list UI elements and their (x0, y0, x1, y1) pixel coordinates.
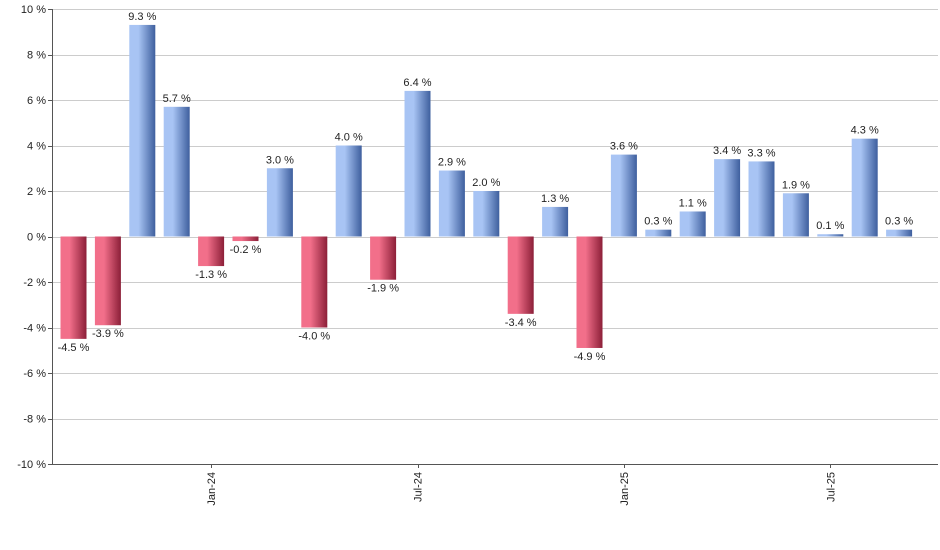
bar-negative (198, 236, 225, 267)
bar-value-label: -1.3 % (195, 269, 227, 281)
bar-positive (473, 191, 500, 237)
bar-value-label: 3.6 % (610, 141, 638, 153)
axes (52, 9, 938, 465)
bar-positive (404, 90, 431, 237)
x-tick-label: Jul-24 (413, 472, 425, 502)
bar-negative (576, 236, 603, 348)
y-tick-label: -8 % (23, 414, 46, 426)
y-tick-label: 10 % (21, 4, 46, 16)
bar-positive (886, 229, 913, 237)
bar-positive (817, 234, 844, 237)
y-tick-label: 4 % (27, 141, 46, 153)
bar-positive (714, 159, 741, 237)
bar-positive (129, 24, 156, 237)
bar-positive (163, 106, 190, 237)
bar-positive (335, 145, 362, 237)
bar-negative (370, 236, 397, 280)
bar-value-label: 3.0 % (266, 154, 294, 166)
bar-value-label: -3.4 % (505, 317, 537, 329)
y-tick-label: -4 % (23, 323, 46, 335)
bar-positive (542, 206, 569, 237)
y-tick-label: 0 % (27, 232, 46, 244)
bar-positive (748, 161, 775, 237)
bar-negative (60, 236, 87, 339)
y-tick-label: -10 % (17, 459, 46, 471)
bar-value-labels: -4.5 %-3.9 % 9.3 % 5.7 % -1.3 % -0.2 % 3.0 % -… (58, 11, 914, 363)
bar-value-label: 0.3 % (644, 216, 672, 228)
y-tick-label: -6 % (23, 368, 46, 380)
bar-value-label: -3.9 % (92, 328, 124, 340)
bar-value-label: 3.4 % (713, 145, 741, 157)
bar-positive (782, 193, 809, 237)
bar-positive (610, 154, 637, 237)
bar-value-label: 0.1 % (816, 220, 844, 232)
bar-negative (94, 236, 121, 326)
bar-negative (507, 236, 534, 314)
bar-positive (438, 170, 465, 237)
x-tick-label: Jan-25 (619, 472, 631, 506)
bar-value-label: 4.3 % (851, 125, 879, 137)
bar-value-label: 1.1 % (679, 197, 707, 209)
bar-value-label: -1.9 % (367, 283, 399, 295)
y-tick-label: 2 % (27, 186, 46, 198)
bar-value-label: 1.9 % (782, 179, 810, 191)
bar-value-label: -4.5 % (58, 342, 90, 354)
bar-positive (679, 211, 706, 237)
x-tick-label: Jan-24 (206, 472, 218, 506)
bars (60, 24, 913, 348)
bar-value-label: -4.9 % (574, 351, 606, 363)
x-tick-label: Jul-25 (825, 472, 837, 502)
bar-value-label: 9.3 % (128, 11, 156, 23)
bar-value-label: 6.4 % (403, 77, 431, 89)
bar-negative (301, 236, 328, 328)
bar-negative (232, 236, 259, 242)
bar-value-label: -0.2 % (230, 244, 262, 256)
bar-value-label: 0.3 % (885, 216, 913, 228)
bar-positive (266, 168, 293, 237)
y-tick-label: 8 % (27, 50, 46, 62)
bar-value-label: 3.3 % (747, 147, 775, 159)
bar-value-label: 2.0 % (472, 177, 500, 189)
y-tick-label: -2 % (23, 277, 46, 289)
bar-positive (851, 138, 878, 237)
bar-value-label: 1.3 % (541, 193, 569, 205)
grid-lines (48, 9, 938, 468)
bar-positive (645, 229, 672, 237)
y-tick-label: 6 % (27, 95, 46, 107)
bar-value-label: 4.0 % (335, 132, 363, 144)
x-axis-tick-labels: Jan-24 Jul-24 Jan-25 Jul-25 (206, 472, 837, 506)
bar-value-label: 2.9 % (438, 157, 466, 169)
y-axis-tick-labels: 10 % 8 % 6 % 4 % 2 % 0 % -2 % -4 % -6 % -8 % -10 % (17, 4, 46, 471)
bar-value-label: -4.0 % (298, 331, 330, 343)
bar-value-label: 5.7 % (163, 93, 191, 105)
